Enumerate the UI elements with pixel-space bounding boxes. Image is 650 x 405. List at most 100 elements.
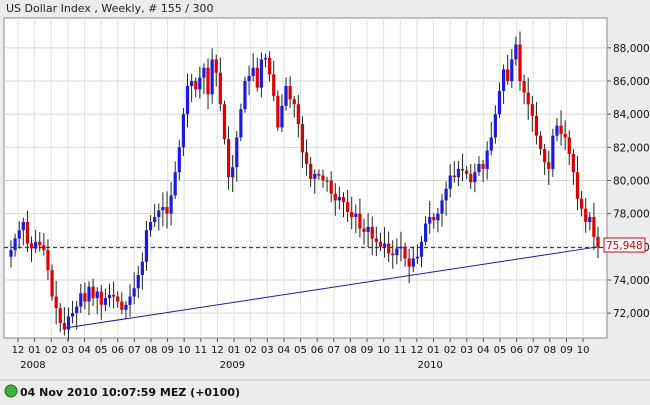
candle-body — [592, 216, 596, 237]
y-tick-label: 74,000 — [613, 275, 650, 287]
x-tick-label: 06 — [510, 345, 523, 356]
candle-body — [95, 291, 99, 299]
candle-body — [465, 170, 469, 174]
candle-body — [493, 114, 497, 138]
candle-body — [263, 57, 268, 60]
candle-body — [29, 243, 34, 249]
x-tick-label: 10 — [377, 345, 390, 356]
candle-body — [157, 210, 161, 217]
candle-body — [231, 167, 235, 178]
candle-body — [206, 67, 210, 95]
candle-body — [538, 135, 543, 149]
candle-body — [169, 195, 173, 214]
candle-body — [144, 230, 149, 262]
candle-body — [366, 226, 370, 232]
x-tick-label: 02 — [45, 345, 58, 356]
candle-body — [161, 207, 165, 211]
candle-body — [13, 238, 17, 251]
x-tick-label: 04 — [278, 345, 291, 356]
candle-body — [58, 308, 62, 324]
candle-body — [575, 172, 580, 199]
candle-body — [325, 180, 329, 182]
candle-body — [481, 163, 485, 169]
candle-body — [272, 74, 276, 96]
candle-body — [107, 294, 112, 299]
x-tick-label: 03 — [61, 345, 74, 356]
candle-body — [112, 294, 116, 297]
x-tick-layer: 12 01 02 03 04 05 06 07 08 09 10 11 12 01 02 03 04 05 06 07… — [12, 338, 590, 371]
y-tick-label: 82,000 — [613, 142, 650, 154]
candle-body — [116, 296, 120, 302]
candle-body — [132, 288, 136, 297]
candle-body — [25, 221, 30, 244]
x-tick-label: 12 — [12, 345, 25, 356]
candle-body — [456, 168, 461, 178]
candle-body — [452, 175, 456, 178]
candle-body — [432, 216, 436, 221]
candle-body — [448, 175, 452, 189]
candle-body — [91, 286, 95, 299]
candle-body — [222, 104, 227, 140]
candle-body — [251, 67, 255, 77]
candle-body — [428, 216, 432, 224]
candle-body — [247, 76, 251, 82]
candle-body — [75, 306, 79, 314]
candle-body — [66, 316, 71, 330]
x-tick-label: 05 — [294, 345, 307, 356]
status-timestamp: 04 Nov 2010 10:07:59 MEZ (+0100) — [20, 386, 240, 399]
candle-layer — [9, 31, 600, 341]
y-tick-label: 88,000 — [613, 43, 650, 55]
candle-body — [501, 69, 506, 91]
candle-body — [202, 67, 206, 78]
x-tick-label: 05 — [95, 345, 108, 356]
candle-body — [185, 85, 190, 115]
candle-body — [259, 59, 263, 88]
x-tick-label: 07 — [128, 345, 141, 356]
year-label: 2010 — [417, 360, 442, 371]
candle-body — [292, 99, 296, 105]
candle-body — [173, 172, 177, 196]
candle-body — [559, 125, 563, 135]
candle-body — [181, 114, 186, 148]
candle-body — [346, 202, 350, 212]
candle-body — [288, 85, 292, 100]
candle-body — [477, 163, 481, 173]
candle-body — [255, 67, 259, 88]
x-tick-label: 01 — [427, 345, 440, 356]
candle-body — [333, 193, 337, 201]
candle-body — [506, 69, 510, 82]
candle-body — [551, 135, 555, 169]
candle-body — [268, 57, 272, 75]
candle-body — [148, 221, 153, 231]
candle-body — [296, 104, 300, 125]
x-tick-label: 08 — [543, 345, 556, 356]
candle-body — [489, 137, 493, 151]
candle-body — [165, 207, 169, 214]
candle-body — [530, 104, 534, 116]
candle-body — [378, 241, 383, 247]
candle-body — [547, 162, 551, 169]
candle-body — [407, 258, 411, 267]
candle-body — [218, 72, 222, 105]
x-tick-label: 11 — [394, 345, 407, 356]
x-tick-label: 10 — [577, 345, 590, 356]
candle-body — [214, 59, 218, 73]
candle-body — [317, 173, 321, 176]
candle-body — [555, 125, 559, 136]
candle-body — [177, 147, 181, 173]
candle-body — [198, 77, 202, 90]
candle-body — [444, 188, 448, 201]
x-tick-label: 01 — [228, 345, 241, 356]
candle-body — [337, 197, 341, 201]
candle-body — [276, 95, 280, 128]
candle-body — [128, 296, 132, 305]
candle-body — [423, 223, 428, 242]
x-tick-label: 03 — [460, 345, 473, 356]
y-tick-label: 86,000 — [613, 76, 650, 88]
candle-body — [522, 81, 526, 93]
candle-body — [62, 323, 66, 330]
candle-body — [588, 216, 592, 222]
candle-body — [17, 230, 21, 239]
candle-body — [399, 246, 403, 249]
candle-body — [567, 137, 571, 154]
